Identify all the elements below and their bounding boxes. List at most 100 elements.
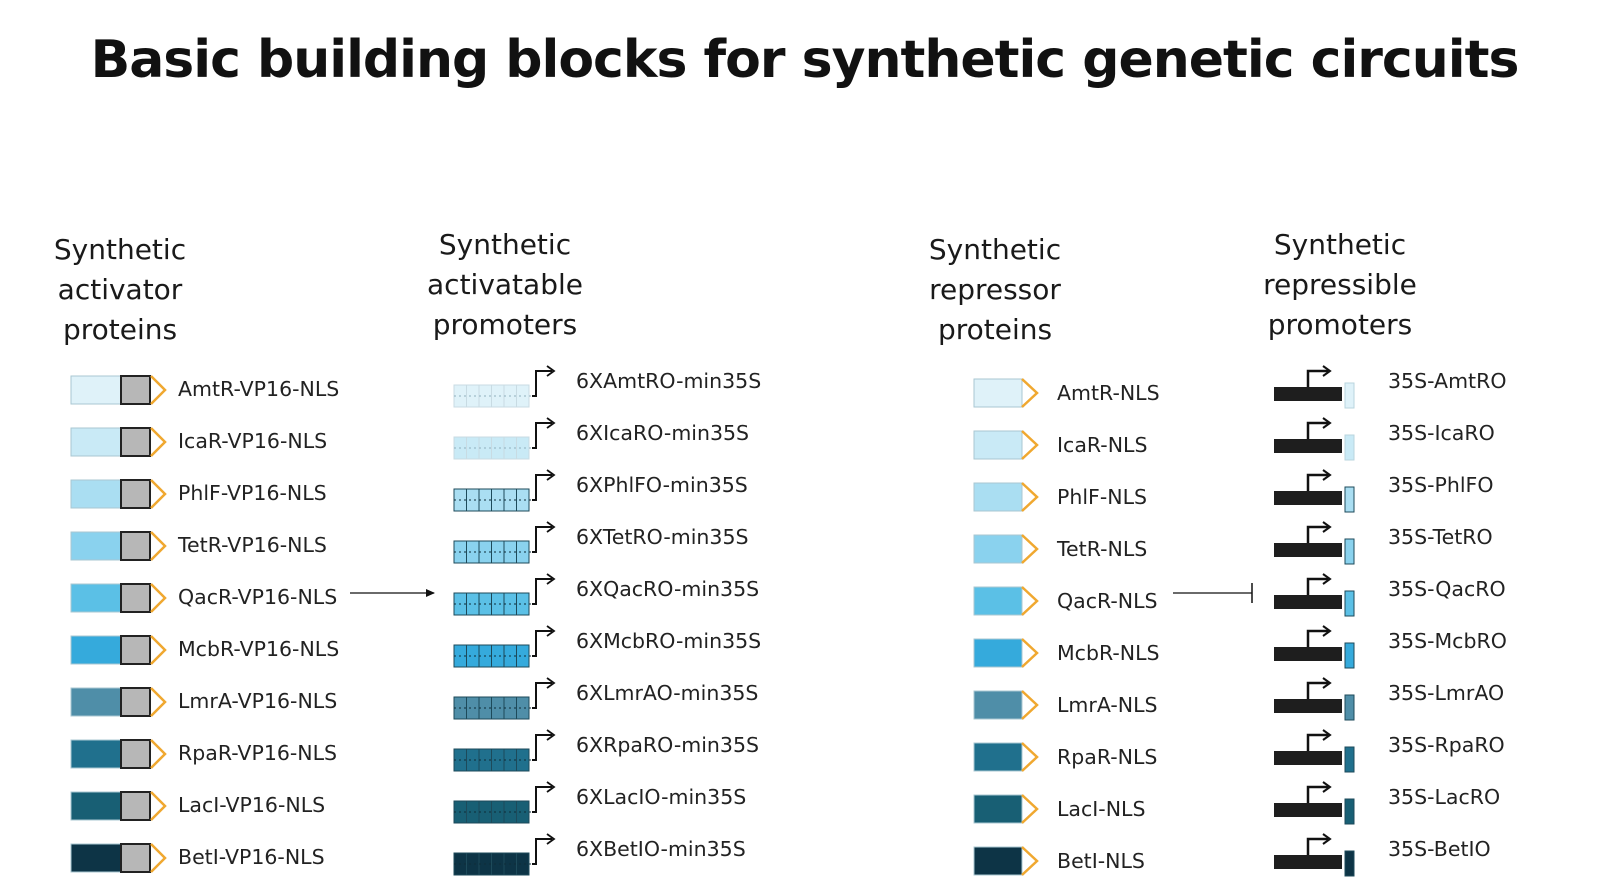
repressor-protein-glyph bbox=[973, 794, 1039, 824]
repressor-protein-glyph bbox=[973, 482, 1039, 512]
heading-repressor-proteins: Synthetic repressor proteins bbox=[890, 230, 1100, 350]
nls-chevron-icon bbox=[1021, 430, 1039, 460]
promoter-glyph bbox=[1274, 729, 1355, 773]
operator-box bbox=[1344, 590, 1355, 617]
heading-line: activator bbox=[57, 273, 183, 306]
repressor-protein-label: QacR-NLS bbox=[1057, 589, 1158, 613]
activatable-promoter-label: 6XPhlFO-min35S bbox=[576, 473, 748, 497]
arrowhead-icon bbox=[1322, 365, 1332, 377]
activatable-promoter-label: 6XRpaRO-min35S bbox=[576, 733, 760, 757]
arrowhead-icon bbox=[1322, 729, 1332, 741]
nls-chevron-icon bbox=[150, 739, 167, 769]
activator-protein-label: BetI-VP16-NLS bbox=[178, 845, 325, 869]
promoter-35s-bar bbox=[1274, 751, 1342, 765]
dna-binding-domain bbox=[973, 378, 1023, 408]
promoter-glyph bbox=[1274, 781, 1355, 825]
dna-binding-domain bbox=[70, 687, 122, 717]
activator-protein-label: QacR-VP16-NLS bbox=[178, 585, 338, 609]
activatable-promoter-label: 6XBetIO-min35S bbox=[576, 837, 746, 861]
nls-chevron-icon bbox=[1021, 638, 1039, 668]
nls-chevron-icon bbox=[1021, 378, 1039, 408]
arrowhead-icon bbox=[546, 417, 556, 429]
page-title: Basic building blocks for synthetic gene… bbox=[90, 30, 1520, 90]
repressor-protein-label: AmtR-NLS bbox=[1057, 381, 1160, 405]
repressor-protein-label: PhlF-NLS bbox=[1057, 485, 1148, 509]
promoter-35s-bar bbox=[1274, 491, 1342, 505]
heading-activatable-promoters: Synthetic activatable promoters bbox=[390, 225, 620, 345]
vp16-domain bbox=[120, 479, 151, 509]
arrowhead-icon bbox=[1322, 521, 1332, 533]
repressible-promoter-label: 35S-PhlFO bbox=[1388, 473, 1494, 497]
dna-binding-domain bbox=[973, 586, 1023, 616]
operator-box bbox=[1344, 694, 1355, 721]
heading-line: promoters bbox=[1267, 308, 1413, 341]
vp16-domain bbox=[120, 375, 151, 405]
activator-protein-glyph bbox=[70, 479, 167, 509]
nls-chevron-icon bbox=[1021, 690, 1039, 720]
dna-binding-domain bbox=[973, 794, 1023, 824]
repressor-protein-glyph bbox=[973, 638, 1039, 668]
promoter-arrow-icon bbox=[1306, 733, 1328, 751]
promoter-arrow-icon bbox=[1306, 473, 1328, 491]
activator-protein-label: AmtR-VP16-NLS bbox=[178, 377, 340, 401]
heading-line: promoters bbox=[432, 308, 578, 341]
promoter-arrow-icon bbox=[532, 682, 552, 709]
activatable-promoter-label: 6XTetRO-min35S bbox=[576, 525, 749, 549]
promoter-glyph bbox=[1274, 677, 1355, 721]
promoter-glyph bbox=[453, 625, 556, 668]
vp16-domain bbox=[120, 843, 151, 873]
activator-protein-label: LmrA-VP16-NLS bbox=[178, 689, 338, 713]
arrowhead-icon bbox=[546, 677, 556, 689]
arrowhead-icon bbox=[1322, 573, 1332, 585]
promoter-glyph bbox=[453, 833, 556, 876]
repressible-promoter-label: 35S-McbRO bbox=[1388, 629, 1507, 653]
promoter-glyph bbox=[1274, 469, 1355, 513]
nls-chevron-icon bbox=[150, 479, 167, 509]
nls-chevron-icon bbox=[150, 531, 167, 561]
heading-line: Synthetic bbox=[928, 233, 1062, 266]
repressor-protein-glyph bbox=[973, 430, 1039, 460]
activatable-promoter-label: 6XMcbRO-min35S bbox=[576, 629, 762, 653]
heading-line: proteins bbox=[937, 313, 1053, 346]
vp16-domain bbox=[120, 531, 151, 561]
nls-chevron-icon bbox=[150, 635, 167, 665]
arrowhead-icon bbox=[1322, 833, 1332, 845]
heading-line: repressible bbox=[1263, 268, 1417, 301]
repressor-protein-label: IcaR-NLS bbox=[1057, 433, 1148, 457]
dna-binding-domain bbox=[70, 739, 122, 769]
promoter-glyph bbox=[453, 729, 556, 772]
dna-binding-domain bbox=[70, 375, 122, 405]
arrowhead-icon bbox=[1322, 781, 1332, 793]
vp16-domain bbox=[120, 739, 151, 769]
arrowhead-icon bbox=[546, 521, 556, 533]
arrowhead-icon bbox=[546, 573, 556, 585]
promoter-arrow-icon bbox=[532, 786, 552, 813]
promoter-arrow-icon bbox=[532, 370, 552, 397]
activator-protein-glyph bbox=[70, 843, 167, 873]
repressor-protein-label: BetI-NLS bbox=[1057, 849, 1145, 873]
arrowhead-icon bbox=[1322, 469, 1332, 481]
repressible-promoter-label: 35S-TetRO bbox=[1388, 525, 1493, 549]
operator-box bbox=[1344, 746, 1355, 773]
operator-box bbox=[1344, 798, 1355, 825]
promoter-35s-bar bbox=[1274, 855, 1342, 869]
activatable-promoter-label: 6XLmrAO-min35S bbox=[576, 681, 759, 705]
nls-chevron-icon bbox=[150, 791, 167, 821]
repressible-promoter-label: 35S-BetIO bbox=[1388, 837, 1491, 861]
promoter-arrow-icon bbox=[1306, 681, 1328, 699]
dna-binding-domain bbox=[973, 534, 1023, 564]
promoter-arrow-icon bbox=[532, 474, 552, 501]
repressor-protein-label: LmrA-NLS bbox=[1057, 693, 1158, 717]
activator-protein-label: McbR-VP16-NLS bbox=[178, 637, 340, 661]
activator-protein-glyph bbox=[70, 531, 167, 561]
activator-protein-label: LacI-VP16-NLS bbox=[178, 793, 326, 817]
promoter-glyph bbox=[453, 469, 556, 512]
promoter-glyph bbox=[1274, 625, 1355, 669]
vp16-domain bbox=[120, 791, 151, 821]
repressor-protein-glyph bbox=[973, 534, 1039, 564]
activator-protein-glyph bbox=[70, 583, 167, 613]
activator-protein-glyph bbox=[70, 791, 167, 821]
promoter-arrow-icon bbox=[1306, 525, 1328, 543]
arrowhead-icon bbox=[546, 469, 556, 481]
repressible-promoter-label: 35S-IcaRO bbox=[1388, 421, 1495, 445]
